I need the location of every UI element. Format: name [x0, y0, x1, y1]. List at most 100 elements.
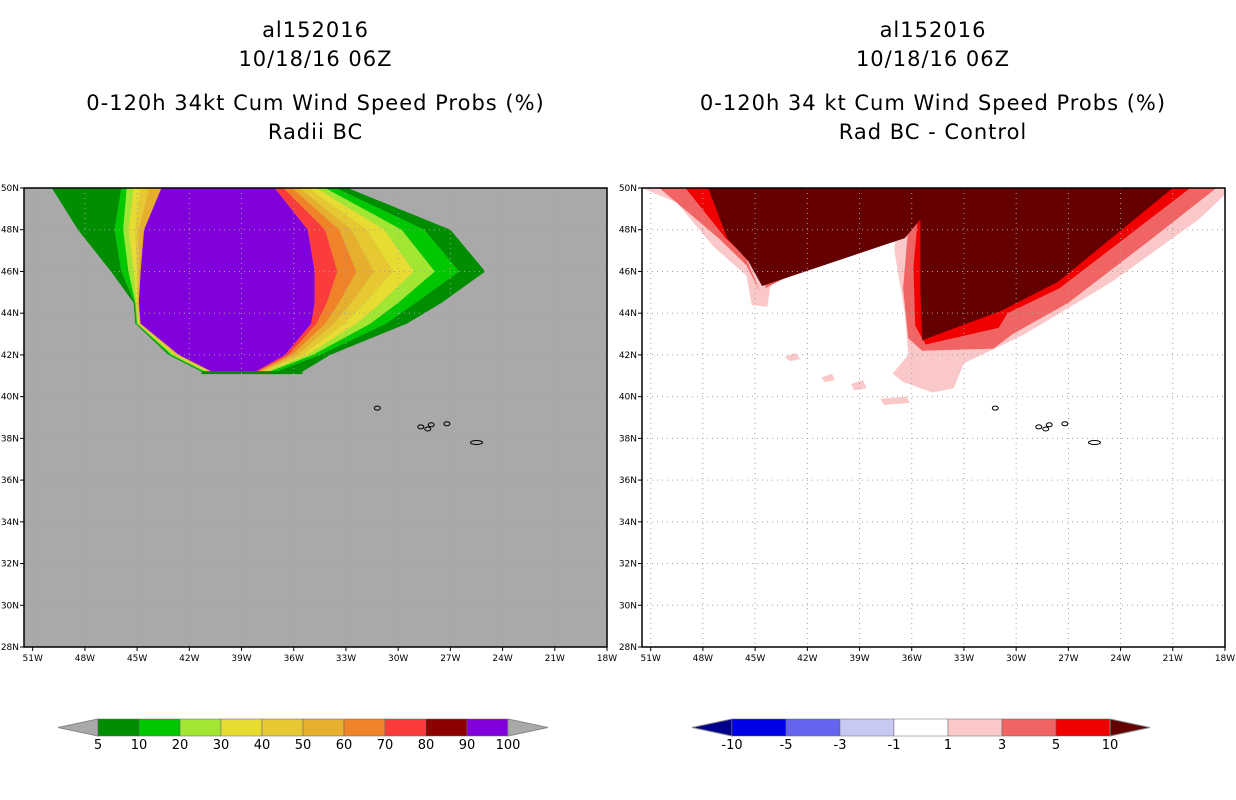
- island-outline: [443, 421, 451, 427]
- contour-region: [784, 352, 801, 362]
- y-tick-label: 36N: [619, 476, 637, 486]
- contour-band-right: [258, 188, 374, 372]
- x-tick-label: 45W: [745, 654, 765, 664]
- right-title-product: 0-120h 34 kt Cum Wind Speed Probs (%): [699, 91, 1167, 115]
- x-tick-label: 18W: [1215, 654, 1235, 664]
- colorbar-swatch: [220, 718, 263, 737]
- x-tick-label: 24W: [1110, 654, 1130, 664]
- contour-region: [708, 188, 947, 287]
- x-tick-label: 30W: [1006, 654, 1026, 664]
- island-outline: [427, 422, 435, 428]
- x-tick-label: 42W: [179, 654, 199, 664]
- colorbar-level-label: 50: [295, 738, 312, 753]
- island-outline: [373, 405, 381, 411]
- contour-region: [920, 188, 1173, 341]
- left-title-variant: Radii BC: [267, 120, 364, 144]
- x-tick-label: 24W: [492, 654, 512, 664]
- colorbar-swatch: [425, 718, 468, 737]
- contour-region: [850, 379, 867, 391]
- y-tick-label: 28N: [619, 643, 637, 653]
- colorbar-level-label: 90: [459, 738, 476, 753]
- contour-band-right: [262, 188, 414, 372]
- x-tick-label: 36W: [902, 654, 922, 664]
- plot-frame: [23, 187, 608, 648]
- colorbar-low-arrow: [57, 718, 99, 737]
- colorbar-swatch: [1055, 718, 1111, 737]
- colorbar: 5 10 20 30 40 50 60 70 80 90 100: [57, 718, 549, 753]
- x-tick-label: 45W: [127, 654, 147, 664]
- island-outline: [469, 440, 483, 446]
- colorbar-level-label: 1: [944, 738, 952, 753]
- contour-region: [821, 373, 836, 383]
- y-tick-label: 36N: [1, 476, 19, 486]
- x-tick-label: 51W: [641, 654, 661, 664]
- x-tick-label: 48W: [75, 654, 95, 664]
- y-tick-label: 44N: [1, 309, 19, 319]
- x-tick-label: 39W: [849, 654, 869, 664]
- y-tick-label: 42N: [619, 351, 637, 361]
- y-tick-label: 30N: [619, 601, 637, 611]
- island-outline: [417, 424, 425, 430]
- x-tick-label: 39W: [231, 654, 251, 664]
- contour-band-right: [276, 188, 486, 372]
- colorbar-level-label: 3: [998, 738, 1006, 753]
- colorbar-level-label: 80: [418, 738, 435, 753]
- colorbar-low-arrow: [691, 718, 733, 737]
- y-tick-label: 30N: [1, 601, 19, 611]
- right-title-datetime: 10/18/16 06Z: [855, 47, 1011, 71]
- x-tick-label: 18W: [597, 654, 617, 664]
- contour-band-left: [135, 188, 211, 372]
- island-outline: [991, 405, 999, 411]
- shaded-field: [642, 188, 1225, 405]
- colorbar-swatch: [947, 718, 1003, 737]
- left-title-datetime: 10/18/16 06Z: [238, 47, 393, 71]
- island-outline: [1045, 422, 1053, 428]
- contour-band-right: [265, 188, 435, 372]
- right-title-storm-id: al152016: [879, 18, 987, 42]
- plot-frame: [641, 187, 1226, 648]
- left-title-product: 0-120h 34kt Cum Wind Speed Probs (%): [86, 91, 545, 115]
- colorbar-swatch: [384, 718, 427, 737]
- colorbar-swatch: [731, 718, 787, 737]
- colorbar-level-label: -10: [721, 738, 742, 753]
- contour-band-right: [255, 188, 338, 372]
- right-title-variant: Rad BC - Control: [838, 120, 1028, 144]
- colorbar-level-label: -1: [888, 738, 901, 753]
- y-tick-label: 44N: [619, 309, 637, 319]
- colorbar-swatch: [179, 718, 222, 737]
- y-tick-label: 48N: [1, 226, 19, 236]
- contour-band-left: [128, 188, 209, 372]
- colorbar: -10 -5 -3 -1 1 3 5 10: [691, 718, 1151, 753]
- x-tick-label: 21W: [1163, 654, 1183, 664]
- y-tick-label: 40N: [619, 393, 637, 403]
- colorbar-swatch: [302, 718, 345, 737]
- colorbar-level-label: 5: [1052, 738, 1060, 753]
- x-tick-label: 33W: [336, 654, 356, 664]
- contour-band-right: [260, 188, 393, 372]
- x-tick-label: 51W: [23, 654, 43, 664]
- contour-region: [880, 396, 911, 405]
- colorbar-swatch: [893, 718, 949, 737]
- colorbar-level-label: 60: [336, 738, 353, 753]
- island-outline: [1042, 426, 1050, 432]
- x-tick-label: 36W: [284, 654, 304, 664]
- colorbar-level-label: 40: [254, 738, 271, 753]
- colorbar-swatch: [839, 718, 895, 737]
- x-tick-label: 30W: [388, 654, 408, 664]
- colorbar-swatch: [97, 718, 140, 737]
- colorbar-swatch: [138, 718, 181, 737]
- island-outline: [1087, 440, 1101, 446]
- colorbar-swatch: [466, 718, 509, 737]
- contour-band-right: [257, 188, 357, 372]
- colorbar-high-arrow: [1109, 718, 1151, 737]
- panel-rad-bc-minus-control: 51W 48W 45W 42W 39W 36W 33W 30W 27W 24W 21W 18W 28N 3…: [619, 184, 1235, 753]
- colorbar-level-label: 5: [94, 738, 102, 753]
- colorbar-swatch: [785, 718, 841, 737]
- colorbar-high-arrow: [507, 718, 549, 737]
- y-tick-label: 32N: [619, 560, 637, 570]
- y-tick-label: 34N: [619, 518, 637, 528]
- contour-band-right: [269, 188, 460, 372]
- y-tick-label: 40N: [1, 393, 19, 403]
- y-tick-label: 46N: [619, 267, 637, 277]
